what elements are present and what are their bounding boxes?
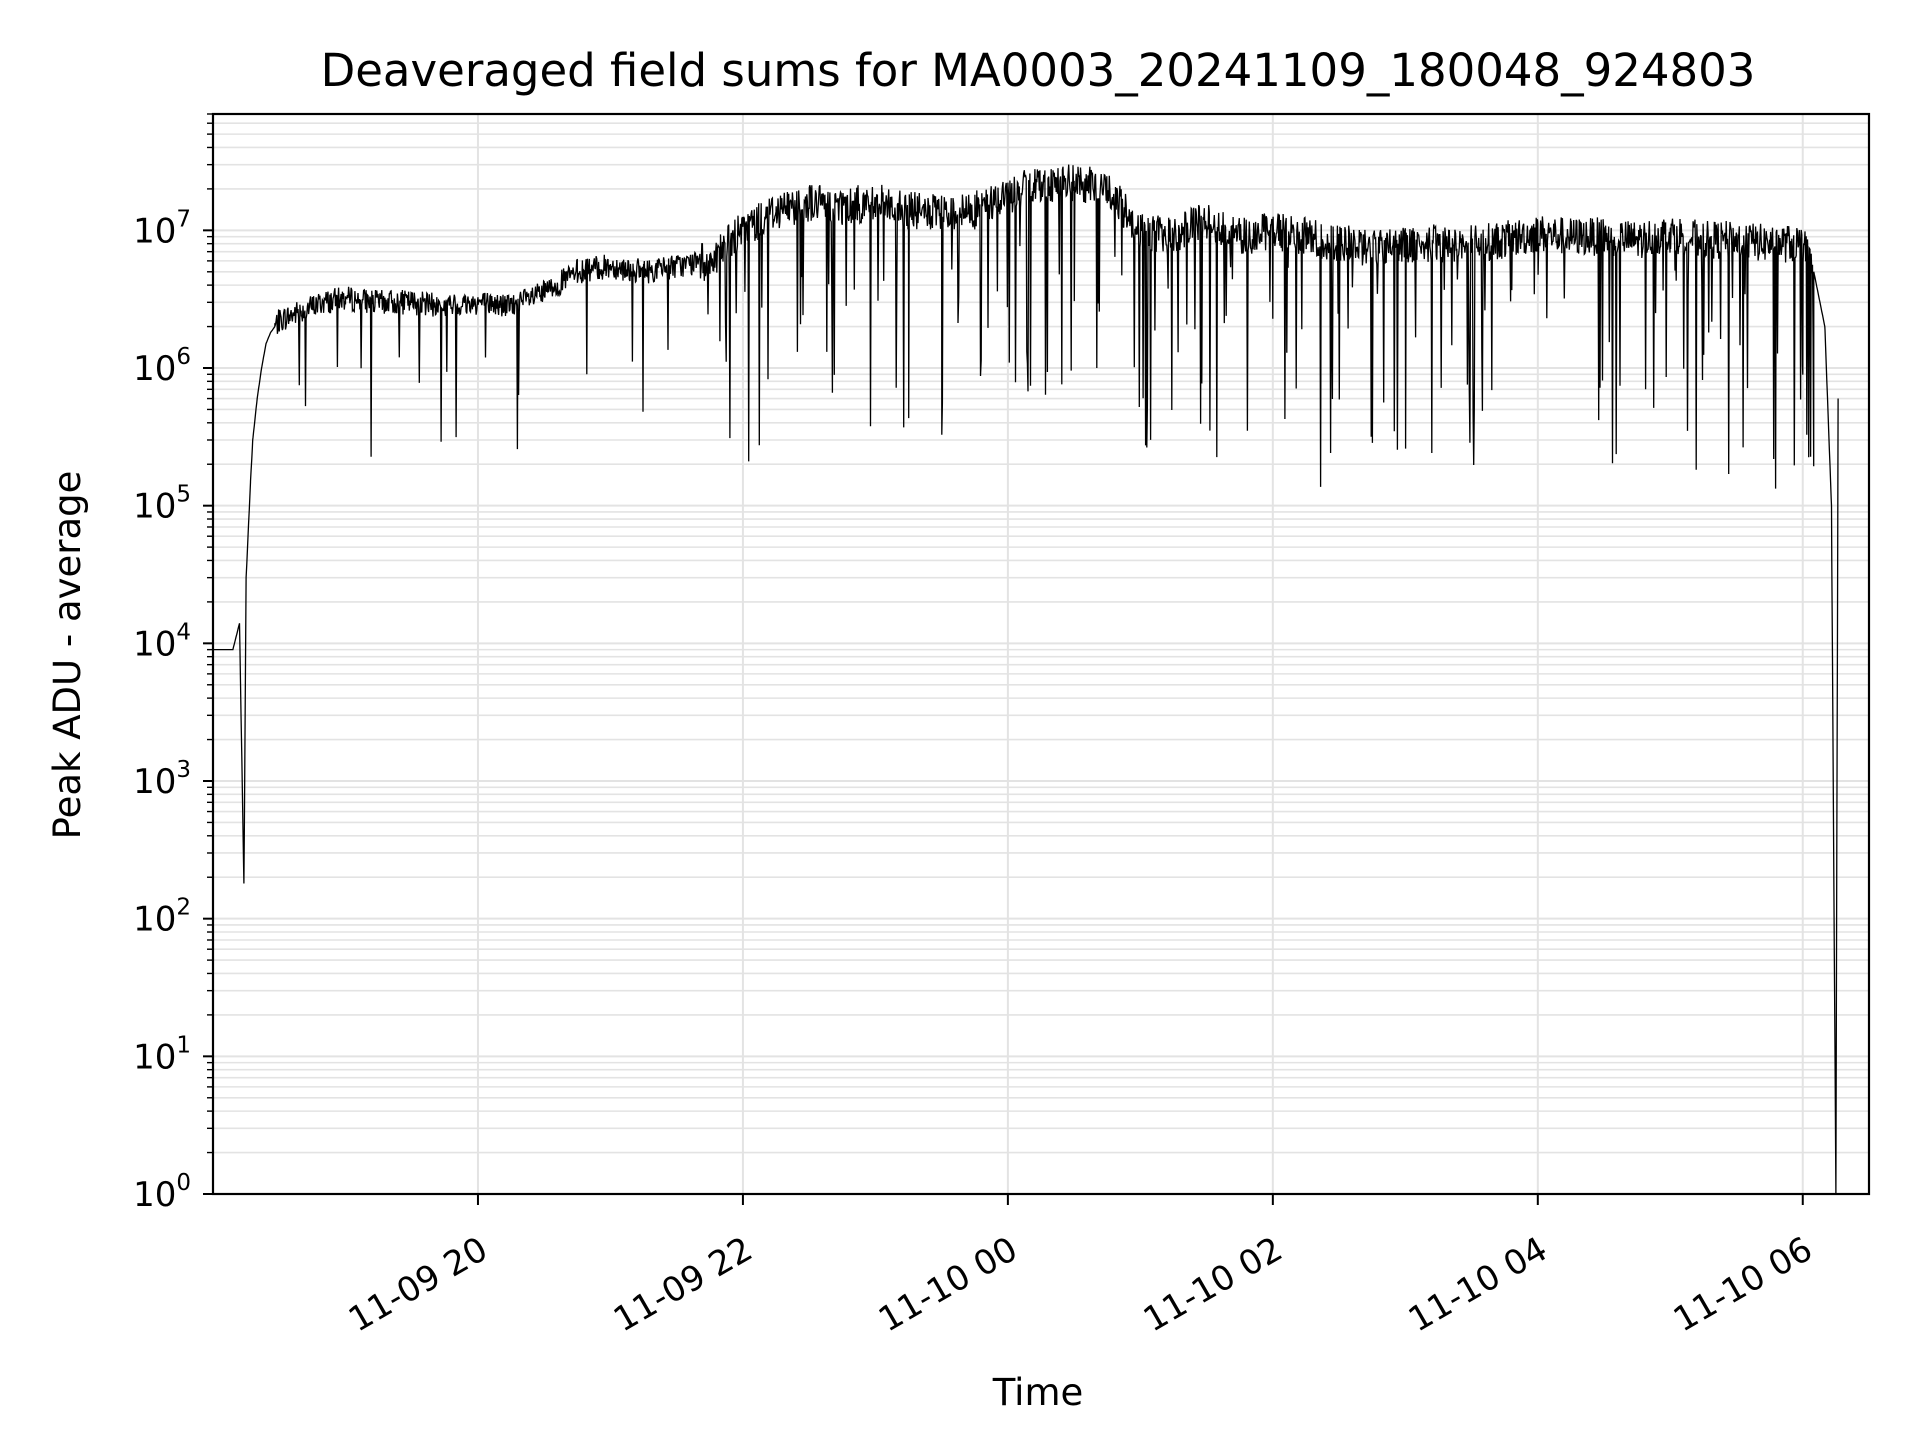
y-tick-labels: 100 101 102 103 104 105 106 107 [133,206,191,1215]
y-tick-label: 107 [133,206,191,251]
series-line [213,164,1839,1195]
y-tick-label: 102 [133,895,191,940]
chart-title: Deaveraged field sums for MA0003_2024110… [321,44,1756,97]
y-tick-label: 106 [133,344,191,389]
y-tick-label: 101 [133,1032,191,1077]
y-tick-label: 104 [133,619,191,664]
y-tick-label: 105 [133,482,191,527]
plot-frame [211,112,1871,1196]
series-layer [213,164,1839,1195]
y-axis-title: Peak ADU - average [46,471,89,840]
grid [213,113,1869,1195]
ticks [203,113,1804,1205]
x-axis-title: Time [992,1371,1084,1414]
y-tick-label: 100 [133,1170,191,1215]
y-tick-label: 103 [133,757,191,802]
